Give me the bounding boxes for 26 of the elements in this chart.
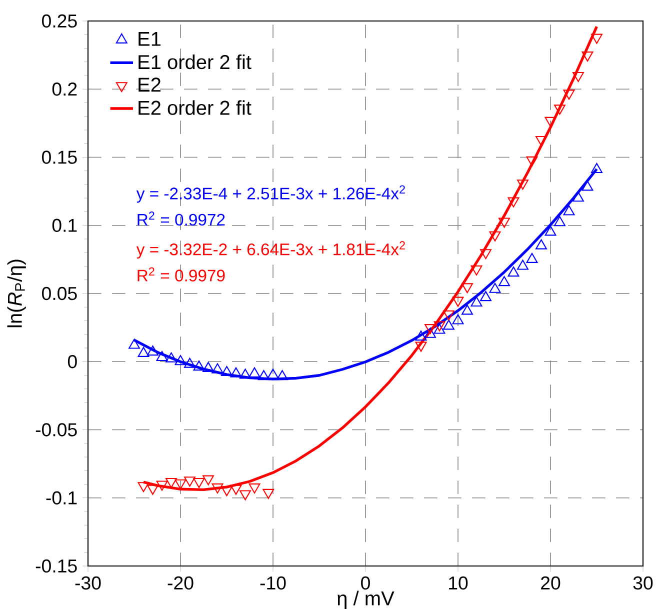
legend-label: E2 xyxy=(138,78,160,92)
legend-label: E1 xyxy=(138,32,160,46)
legend-label: E1 order 2 fit xyxy=(138,54,252,70)
annotation: R$^{2}$ = 0.9979 xyxy=(138,267,225,282)
y-tick-label: 0.1 xyxy=(52,218,77,232)
x-axis-title: η / mV xyxy=(338,590,394,609)
y-tick-label: -0.15 xyxy=(36,559,77,573)
y-tick-label: 0.15 xyxy=(42,150,77,164)
x-tick-label: -20 xyxy=(168,576,194,590)
x-tick-label: -10 xyxy=(260,576,286,590)
annotation: y = -3.32E-2 + 6.64E-3x + 1.81E-4x$^{2}$ xyxy=(136,241,405,259)
x-tick-label: 30 xyxy=(633,576,653,590)
y-tick-label: 0.05 xyxy=(42,286,77,300)
x-tick-label: 20 xyxy=(541,576,560,590)
y-tick-label: -0.05 xyxy=(36,423,77,436)
annotation: y = -2.33E-4 + 2.51E-3x + 1.26E-4x$^{2}$ xyxy=(136,185,405,203)
y-tick-label: 0.25 xyxy=(42,14,77,28)
x-tick-label: -30 xyxy=(75,576,101,590)
y-tick-label: 0 xyxy=(68,354,77,368)
annotation: R$^{2}$ = 0.9972 xyxy=(138,211,225,226)
x-tick-label: 10 xyxy=(449,576,468,590)
y-axis-title: ln(R$_{P}$/η) xyxy=(7,260,26,328)
y-tick-label: 0.2 xyxy=(52,82,77,96)
legend-label: E2 order 2 fit xyxy=(138,100,252,115)
y-tick-label: -0.1 xyxy=(46,491,77,504)
x-tick-label: 0 xyxy=(361,576,370,590)
